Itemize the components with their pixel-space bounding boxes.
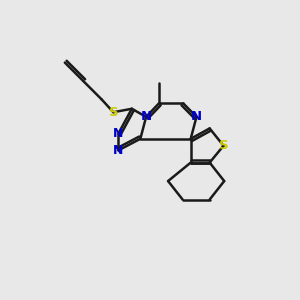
Text: N: N xyxy=(191,110,202,123)
Text: N: N xyxy=(113,127,124,140)
Text: S: S xyxy=(219,139,228,152)
Text: S: S xyxy=(109,106,118,119)
Text: N: N xyxy=(141,110,152,123)
Text: N: N xyxy=(113,144,124,157)
